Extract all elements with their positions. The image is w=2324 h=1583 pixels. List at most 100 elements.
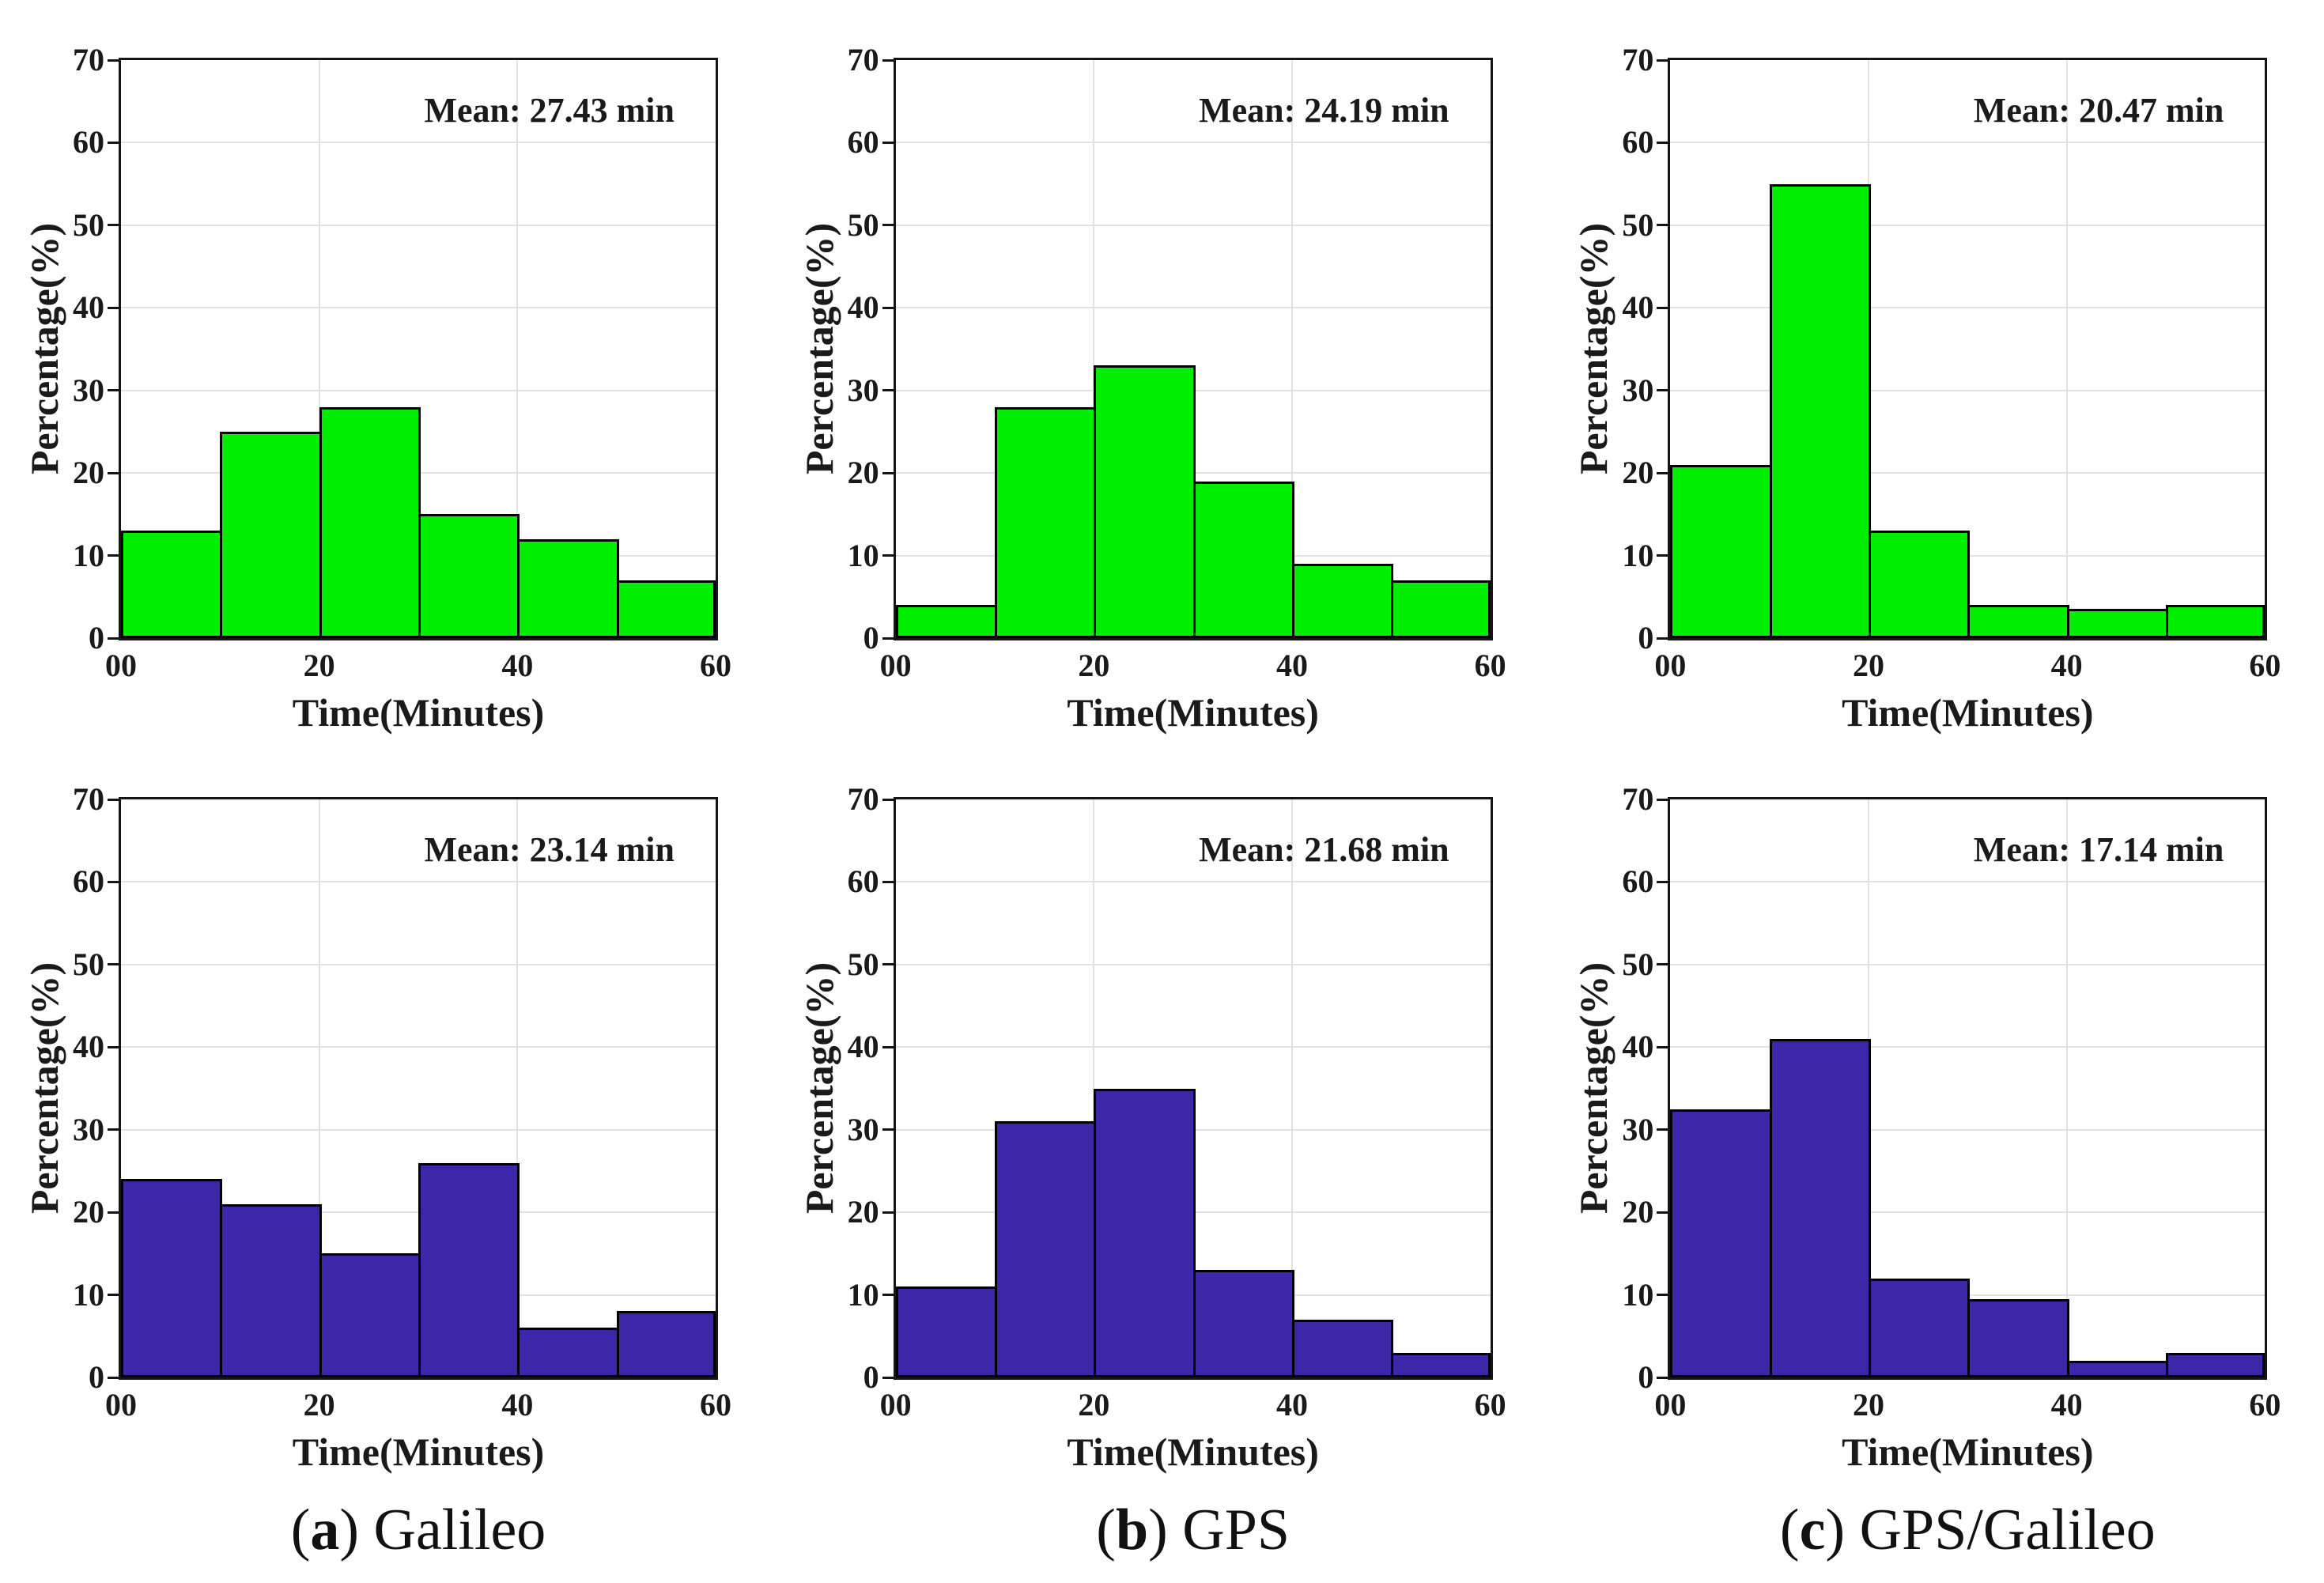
y-tick-mark-40: [1657, 1045, 1668, 1048]
h-gridline-50: [895, 963, 1491, 965]
y-tick-label-30: 30: [1622, 1111, 1654, 1147]
y-axis-label: Percentage(%): [796, 222, 841, 475]
h-gridline-30: [1670, 1128, 2265, 1131]
y-tick-label-70: 70: [73, 781, 104, 817]
y-tick-label-10: 10: [73, 1276, 104, 1313]
histogram-bar: [895, 1286, 997, 1377]
y-tick-mark-50: [108, 963, 119, 966]
y-tick-mark-20: [882, 471, 894, 474]
x-tick-label-40: 40: [2050, 648, 2083, 683]
y-tick-mark-0: [882, 1376, 894, 1379]
y-tick-label-30: 30: [73, 1111, 104, 1147]
h-gridline-60: [895, 142, 1491, 144]
histogram-bar: [1670, 1109, 1772, 1377]
v-gridline-20: [1093, 60, 1095, 638]
v-gridline-20: [318, 799, 320, 1377]
y-tick-mark-10: [882, 1294, 894, 1297]
y-tick-label-50: 50: [847, 946, 879, 982]
y-tick-label-40: 40: [73, 289, 104, 326]
x-tick-label-20: 20: [1852, 648, 1884, 683]
y-tick-mark-70: [1657, 798, 1668, 801]
y-axis-label: Percentage(%): [22, 962, 66, 1215]
y-tick-label-50: 50: [1622, 946, 1654, 982]
x-tick-label-60: 60: [700, 1387, 731, 1422]
caption-paren-close: ): [1148, 1498, 1168, 1562]
histogram-bar: [616, 1311, 716, 1377]
x-tick-label-40: 40: [1275, 648, 1308, 683]
y-tick-mark-20: [108, 1211, 119, 1214]
y-tick-label-0: 0: [1638, 620, 1654, 655]
y-tick-mark-50: [882, 224, 894, 227]
mean-annotation: Mean: 23.14 min: [424, 830, 675, 869]
plot-area: Mean: 27.43 min 0 10 20 30 40 50 60 70 00 20 40 60: [73, 44, 731, 682]
x-axis-label: Time(Minutes): [292, 690, 545, 735]
h-gridline-40: [121, 1046, 716, 1048]
y-tick-label-30: 30: [73, 372, 104, 408]
x-tick-label-20: 20: [303, 1387, 335, 1422]
histogram-bar: [1094, 365, 1196, 638]
y-tick-mark-30: [882, 1128, 894, 1132]
y-tick-label-30: 30: [847, 1111, 879, 1147]
histogram-bar: [1391, 580, 1491, 638]
y-tick-label-0: 0: [1638, 1359, 1654, 1395]
histogram-bar: [319, 1253, 421, 1377]
y-tick-mark-60: [1657, 141, 1668, 144]
y-tick-mark-50: [108, 224, 119, 227]
histogram-bar: [2066, 609, 2168, 638]
histogram-bar: [2165, 605, 2265, 638]
h-gridline-40: [895, 307, 1491, 309]
y-axis-label: Percentage(%): [1571, 222, 1616, 475]
y-tick-mark-70: [882, 59, 894, 62]
x-tick-label-00: 00: [879, 1387, 912, 1422]
x-tick-label-20: 20: [1078, 648, 1110, 683]
caption-paren-close: ): [339, 1498, 359, 1562]
histogram-bar: [517, 538, 619, 638]
v-gridline-40: [2065, 799, 2068, 1377]
y-tick-mark-70: [108, 798, 119, 801]
h-gridline-40: [895, 1046, 1491, 1048]
histogram-bar: [2066, 1361, 2168, 1377]
x-tick-label-00: 00: [105, 648, 137, 683]
caption-row: (a) Galileo (b) GPS (c) GPS/Galileo: [0, 1487, 2324, 1583]
histogram-bar: [121, 531, 223, 638]
mean-annotation: Mean: 20.47 min: [1973, 91, 2224, 130]
y-tick-mark-30: [108, 1128, 119, 1132]
caption-letter: a: [310, 1498, 340, 1562]
x-tick-label-60: 60: [700, 648, 731, 683]
x-axis-label: Time(Minutes): [292, 1430, 545, 1474]
y-tick-mark-60: [882, 880, 894, 883]
subplot-galileo-top: Percentage(%) Mean: 27.43 min 0 10 20 30 40 5…: [0, 0, 775, 739]
y-tick-label-10: 10: [847, 537, 879, 573]
y-tick-label-50: 50: [847, 206, 879, 243]
y-tick-label-10: 10: [1622, 537, 1654, 573]
y-tick-label-30: 30: [847, 372, 879, 408]
y-tick-mark-0: [108, 1376, 119, 1379]
y-tick-label-40: 40: [847, 289, 879, 326]
subplot-gps-galileo-top: Percentage(%) Mean: 20.47 min 0 10 20 30 40 5…: [1549, 0, 2324, 739]
y-tick-label-20: 20: [847, 1194, 879, 1230]
y-tick-mark-30: [108, 389, 119, 392]
y-tick-label-60: 60: [1622, 124, 1654, 161]
y-tick-mark-20: [1657, 1211, 1668, 1214]
h-gridline-50: [1670, 224, 2265, 226]
y-tick-mark-10: [1657, 554, 1668, 557]
y-tick-mark-50: [1657, 963, 1668, 966]
caption-label: GPS/Galileo: [1859, 1498, 2156, 1562]
y-tick-mark-40: [108, 306, 119, 309]
h-gridline-50: [895, 224, 1491, 226]
plot-area: Mean: 24.19 min 0 10 20 30 40 50 60 70 00 20 40 60: [848, 44, 1506, 682]
histogram-bar: [2165, 1352, 2265, 1377]
y-tick-mark-10: [108, 554, 119, 557]
plot-area: Mean: 23.14 min 0 10 20 30 40 50 60 70 00 20 40 60: [73, 784, 731, 1421]
h-gridline-60: [121, 881, 716, 883]
v-gridline-20: [318, 60, 320, 638]
caption-paren-open: (: [1096, 1498, 1116, 1562]
x-axis-label: Time(Minutes): [1842, 690, 2094, 735]
histogram-bar: [1291, 1319, 1394, 1377]
h-gridline-40: [1670, 1046, 2265, 1048]
x-tick-label-00: 00: [1654, 648, 1687, 683]
x-tick-label-20: 20: [303, 648, 335, 683]
histogram-bar: [1967, 1298, 2069, 1377]
y-tick-label-70: 70: [73, 42, 104, 77]
subplot-gps-galileo-bottom: Percentage(%) Mean: 17.14 min 0 10 20 30 40 5…: [1549, 739, 2324, 1487]
